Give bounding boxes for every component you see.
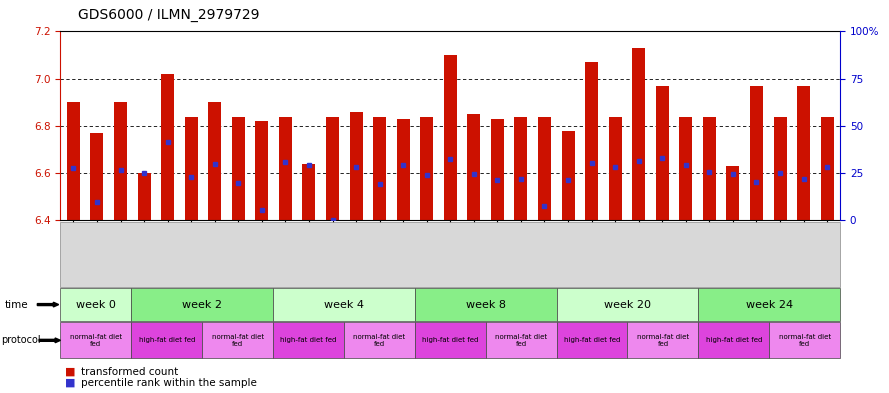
Bar: [232, 116, 244, 220]
Bar: [91, 133, 103, 220]
Text: normal-fat diet
fed: normal-fat diet fed: [779, 334, 830, 347]
Bar: [114, 102, 127, 220]
Bar: [821, 116, 834, 220]
Bar: [67, 102, 80, 220]
Text: GDS6000 / ILMN_2979729: GDS6000 / ILMN_2979729: [78, 7, 260, 22]
Bar: [585, 62, 598, 220]
Bar: [349, 112, 363, 220]
Bar: [255, 121, 268, 220]
Bar: [444, 55, 457, 220]
Text: week 20: week 20: [604, 299, 651, 310]
Text: high-fat diet fed: high-fat diet fed: [706, 337, 762, 343]
Bar: [185, 116, 197, 220]
Text: high-fat diet fed: high-fat diet fed: [422, 337, 478, 343]
Text: normal-fat diet
fed: normal-fat diet fed: [637, 334, 689, 347]
Text: time: time: [4, 299, 28, 310]
Bar: [420, 116, 433, 220]
Bar: [656, 86, 669, 220]
Text: transformed count: transformed count: [81, 367, 178, 377]
Text: high-fat diet fed: high-fat diet fed: [139, 337, 195, 343]
Bar: [161, 74, 174, 220]
Bar: [515, 116, 527, 220]
Text: week 0: week 0: [76, 299, 116, 310]
Text: ■: ■: [65, 367, 76, 377]
Bar: [703, 116, 716, 220]
Text: protocol: protocol: [1, 335, 41, 345]
Text: normal-fat diet
fed: normal-fat diet fed: [70, 334, 122, 347]
Bar: [562, 131, 574, 220]
Bar: [538, 116, 551, 220]
Text: percentile rank within the sample: percentile rank within the sample: [81, 378, 257, 388]
Bar: [468, 114, 480, 220]
Bar: [750, 86, 763, 220]
Bar: [279, 116, 292, 220]
Text: week 4: week 4: [324, 299, 364, 310]
Bar: [797, 86, 810, 220]
Text: week 2: week 2: [182, 299, 222, 310]
Text: week 24: week 24: [746, 299, 793, 310]
Bar: [679, 116, 693, 220]
Text: normal-fat diet
fed: normal-fat diet fed: [212, 334, 264, 347]
Text: normal-fat diet
fed: normal-fat diet fed: [353, 334, 405, 347]
Bar: [302, 164, 316, 220]
Text: ■: ■: [65, 378, 76, 388]
Bar: [396, 119, 410, 220]
Bar: [632, 48, 645, 220]
Bar: [373, 116, 386, 220]
Bar: [326, 116, 339, 220]
Text: high-fat diet fed: high-fat diet fed: [564, 337, 621, 343]
Bar: [726, 166, 740, 220]
Bar: [773, 116, 787, 220]
Text: normal-fat diet
fed: normal-fat diet fed: [495, 334, 548, 347]
Bar: [609, 116, 621, 220]
Text: week 8: week 8: [466, 299, 506, 310]
Text: high-fat diet fed: high-fat diet fed: [280, 337, 337, 343]
Bar: [208, 102, 221, 220]
Bar: [138, 173, 150, 220]
Bar: [491, 119, 504, 220]
